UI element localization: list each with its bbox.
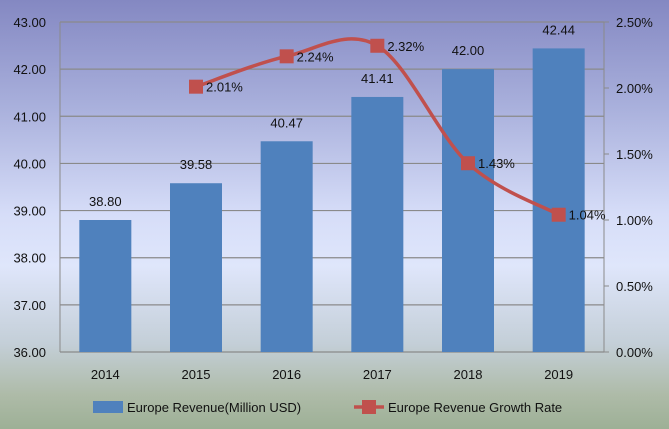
x-tick-label: 2017 bbox=[363, 367, 392, 382]
y-tick-label: 42.00 bbox=[13, 62, 46, 77]
y-tick-label: 43.00 bbox=[13, 15, 46, 30]
y2-tick-label: 0.50% bbox=[616, 279, 653, 294]
bar-data-label: 38.80 bbox=[89, 194, 122, 209]
line-data-label: 1.43% bbox=[478, 156, 515, 171]
line-data-label: 2.01% bbox=[206, 80, 243, 95]
x-tick-label: 2016 bbox=[272, 367, 301, 382]
bar-data-label: 42.44 bbox=[542, 22, 575, 37]
line-data-label: 2.24% bbox=[297, 49, 334, 64]
bar bbox=[260, 141, 313, 352]
bar bbox=[351, 96, 404, 352]
y-tick-label: 41.00 bbox=[13, 109, 46, 124]
y-tick-label: 37.00 bbox=[13, 298, 46, 313]
y2-tick-label: 0.00% bbox=[616, 345, 653, 360]
bar-data-label: 39.58 bbox=[180, 157, 213, 172]
x-tick-label: 2018 bbox=[454, 367, 483, 382]
x-tick-label: 2014 bbox=[91, 367, 120, 382]
y2-tick-label: 2.50% bbox=[616, 15, 653, 30]
bar bbox=[532, 48, 585, 353]
y-tick-label: 38.00 bbox=[13, 251, 46, 266]
bar bbox=[170, 183, 222, 352]
bar-data-label: 42.00 bbox=[452, 43, 485, 58]
y-tick-label: 39.00 bbox=[13, 204, 46, 219]
y2-tick-label: 2.00% bbox=[616, 81, 653, 96]
legend-line-marker bbox=[362, 400, 376, 414]
x-tick-label: 2019 bbox=[544, 367, 573, 382]
x-tick-label: 2015 bbox=[182, 367, 211, 382]
bar bbox=[442, 69, 494, 353]
line-marker bbox=[279, 49, 294, 64]
bar-data-label: 41.41 bbox=[361, 71, 394, 86]
line-marker bbox=[370, 38, 385, 53]
legend-label-revenue: Europe Revenue(Million USD) bbox=[127, 400, 301, 415]
line-marker bbox=[461, 156, 475, 171]
y2-tick-label: 1.00% bbox=[616, 213, 653, 228]
bar-data-label: 40.47 bbox=[270, 115, 303, 130]
line-data-label: 1.04% bbox=[569, 208, 606, 223]
bar bbox=[79, 220, 132, 352]
y-tick-label: 40.00 bbox=[13, 156, 46, 171]
line-data-label: 2.32% bbox=[387, 39, 424, 54]
legend-label-growth: Europe Revenue Growth Rate bbox=[388, 400, 562, 415]
legend-bar-swatch bbox=[93, 401, 123, 413]
line-marker bbox=[551, 207, 566, 222]
line-marker bbox=[189, 79, 203, 94]
y-tick-label: 36.00 bbox=[13, 345, 46, 360]
y2-tick-label: 1.50% bbox=[616, 147, 653, 162]
